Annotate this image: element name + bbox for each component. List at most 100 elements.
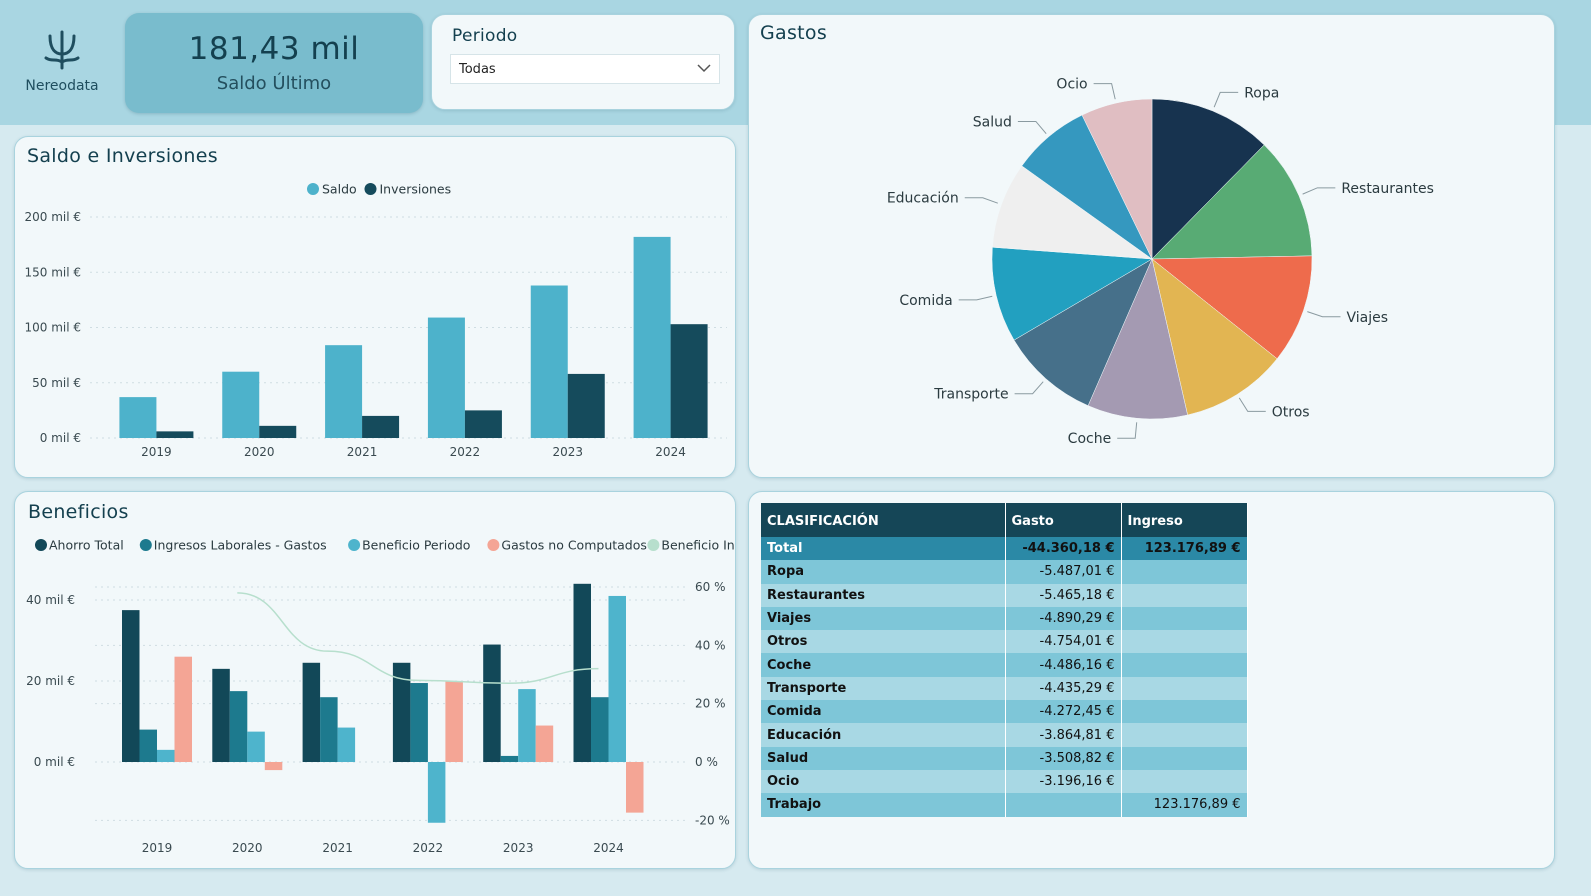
periodo-title: Periodo bbox=[452, 26, 518, 46]
gastos-card: Gastos Ropa Restaurantes Viajes Otros Coche T… bbox=[748, 14, 1555, 478]
table-cell-ingreso bbox=[1121, 769, 1248, 794]
table-row[interactable]: Restaurantes -5.465,18 € bbox=[761, 583, 1248, 607]
bar-ahorro-total-2019 bbox=[122, 610, 140, 762]
table-row[interactable]: Coche -4.486,16 € bbox=[761, 653, 1248, 677]
bar-ingresos-laborales-gastos-2019 bbox=[139, 729, 157, 762]
y2-tick-label: -20 % bbox=[695, 813, 730, 827]
kpi-value: 181,43 mil bbox=[188, 31, 360, 67]
legend-marker bbox=[647, 539, 660, 551]
pie-label: Ropa bbox=[1244, 85, 1279, 101]
pie-slice-otros bbox=[1151, 258, 1278, 416]
pie-label: Viajes bbox=[1346, 310, 1388, 326]
table-row[interactable]: Comida -4.272,45 € bbox=[761, 700, 1248, 724]
x-tick-label: 2019 bbox=[142, 841, 173, 855]
table-row[interactable]: Trabajo 123.176,89 € bbox=[761, 793, 1248, 817]
pie-leader-line bbox=[1302, 187, 1336, 195]
table-cell-ingreso: 123.176,89 € bbox=[1121, 793, 1248, 817]
header-clasificacion[interactable]: CLASIFICACIÓN bbox=[761, 503, 1006, 537]
y-tick-label: 200 mil € bbox=[24, 210, 81, 224]
x-tick-label: 2023 bbox=[552, 445, 583, 459]
pie-leader-line bbox=[958, 295, 993, 301]
bar-ahorro-total-2023 bbox=[483, 644, 501, 762]
periodo-slicer: Periodo Todas bbox=[431, 14, 735, 110]
bar-ingresos-laborales-gastos-2024 bbox=[591, 697, 609, 762]
table-cell-ingreso bbox=[1121, 653, 1248, 677]
y-tick-label: 100 mil € bbox=[24, 321, 81, 335]
legend-label: Inversiones bbox=[380, 182, 452, 197]
saldo-inversiones-chart[interactable]: 0 mil € 50 mil € 100 mil € 150 mil € 200 mil… bbox=[15, 137, 735, 477]
pie-leader-line bbox=[1014, 381, 1044, 395]
pie-slice-transporte bbox=[1013, 258, 1153, 406]
legend-label: Ahorro Total bbox=[49, 538, 124, 553]
bar-ingresos-laborales-gastos-2023 bbox=[500, 755, 519, 762]
clasificacion-table[interactable]: CLASIFICACIÓN Gasto Ingreso Total -44.36… bbox=[761, 503, 1248, 817]
table-cell-label: Ropa bbox=[761, 560, 1006, 584]
bar-beneficio-periodo-2022 bbox=[427, 762, 446, 823]
pie-label: Otros bbox=[1272, 404, 1310, 420]
pie-label: Coche bbox=[1068, 431, 1112, 447]
header-ingreso[interactable]: Ingreso bbox=[1121, 503, 1248, 537]
bar-saldo-2019 bbox=[119, 397, 157, 438]
bar-ahorro-total-2024 bbox=[573, 583, 591, 762]
pie-slice-viajes bbox=[1151, 255, 1313, 360]
table-cell-label: Transporte bbox=[761, 676, 1006, 701]
x-tick-label: 2024 bbox=[593, 841, 624, 855]
table-row[interactable]: Ropa -5.487,01 € bbox=[761, 560, 1248, 584]
bar-ahorro-total-2021 bbox=[302, 662, 321, 762]
gastos-pie-chart[interactable]: Ropa Restaurantes Viajes Otros Coche Transpor… bbox=[749, 15, 1554, 477]
table-header-row: CLASIFICACIÓN Gasto Ingreso bbox=[761, 503, 1248, 537]
beneficios-chart[interactable]: -20 % 0 % 20 % 40 % 60 % 0 mil € 20 mil € 40 mi… bbox=[15, 492, 735, 868]
table-cell-gasto: -4.272,45 € bbox=[1005, 700, 1122, 724]
bar-beneficio-periodo-2023 bbox=[518, 689, 536, 762]
table-cell-ingreso bbox=[1121, 723, 1248, 747]
bar-beneficio-periodo-2020 bbox=[247, 731, 265, 762]
legend-marker bbox=[364, 183, 377, 195]
bar-saldo-2023 bbox=[530, 285, 568, 438]
table-row[interactable]: Ocio -3.196,16 € bbox=[761, 769, 1248, 794]
pie-leader-line bbox=[1307, 311, 1341, 318]
table-row[interactable]: Educación -3.864,81 € bbox=[761, 723, 1248, 747]
table-cell-gasto: -4.754,01 € bbox=[1005, 630, 1122, 654]
bar-ingresos-laborales-gastos-2021 bbox=[320, 697, 338, 762]
table-row[interactable]: Otros -4.754,01 € bbox=[761, 630, 1248, 654]
periodo-dropdown[interactable]: Todas bbox=[450, 54, 720, 84]
table-cell-gasto: -4.486,16 € bbox=[1005, 653, 1122, 677]
bar-ahorro-total-2022 bbox=[392, 662, 411, 762]
chevron-down-icon bbox=[697, 64, 711, 73]
table-cell-label: Trabajo bbox=[761, 793, 1006, 817]
pie-slice-ocio bbox=[1081, 98, 1153, 260]
table-cell-ingreso bbox=[1121, 746, 1248, 770]
table-row[interactable]: Salud -3.508,82 € bbox=[761, 746, 1248, 770]
y-tick-label: 20 mil € bbox=[26, 674, 75, 688]
clasificacion-card: CLASIFICACIÓN Gasto Ingreso Total -44.36… bbox=[748, 491, 1555, 869]
pie-leader-line bbox=[1213, 91, 1239, 108]
pie-label: Restaurantes bbox=[1341, 181, 1434, 197]
table-row[interactable]: Transporte -4.435,29 € bbox=[761, 676, 1248, 701]
table-cell-label: Coche bbox=[761, 653, 1006, 677]
total-label: Total bbox=[761, 537, 1006, 561]
legend-label: Beneficio Inversión % bbox=[661, 538, 735, 553]
x-tick-label: 2022 bbox=[413, 841, 444, 855]
x-tick-label: 2021 bbox=[347, 445, 378, 459]
bar-beneficio-periodo-2021 bbox=[337, 727, 356, 762]
y2-tick-label: 20 % bbox=[695, 697, 726, 711]
table-row[interactable]: Viajes -4.890,29 € bbox=[761, 606, 1248, 631]
table-total-row[interactable]: Total -44.360,18 € 123.176,89 € bbox=[761, 537, 1248, 561]
table-cell-label: Viajes bbox=[761, 606, 1006, 631]
bar-gastos-no-computados-2019 bbox=[174, 656, 192, 762]
pie-label: Ocio bbox=[1056, 77, 1087, 93]
trident-icon bbox=[44, 30, 80, 70]
y-tick-label: 150 mil € bbox=[24, 265, 81, 279]
table-cell-ingreso bbox=[1121, 676, 1248, 701]
legend-label: Beneficio Periodo bbox=[362, 538, 470, 553]
legend-label: Saldo bbox=[322, 182, 357, 197]
bar-gastos-no-computados-2022 bbox=[445, 681, 463, 762]
pie-leader-line bbox=[1238, 397, 1266, 412]
table-cell-gasto: -4.435,29 € bbox=[1005, 676, 1122, 701]
y2-tick-label: 0 % bbox=[695, 755, 718, 769]
line-beneficio-inversion bbox=[237, 592, 599, 685]
legend-marker bbox=[487, 539, 500, 551]
bar-beneficio-periodo-2019 bbox=[157, 749, 175, 762]
kpi-card[interactable]: 181,43 mil Saldo Último bbox=[125, 13, 423, 113]
header-gasto[interactable]: Gasto bbox=[1005, 503, 1122, 537]
